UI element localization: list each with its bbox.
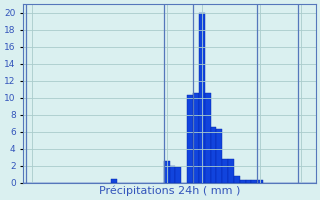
Bar <box>170 166 175 183</box>
Bar <box>240 180 246 183</box>
Bar <box>228 159 234 183</box>
Bar <box>175 167 181 183</box>
Bar <box>193 93 199 183</box>
Bar <box>257 180 263 183</box>
Bar <box>216 129 222 183</box>
Bar <box>211 127 216 183</box>
Bar <box>234 176 240 183</box>
Bar <box>222 159 228 183</box>
Bar <box>111 179 117 183</box>
Bar <box>252 180 257 183</box>
Bar <box>205 93 211 183</box>
Bar <box>187 95 193 183</box>
X-axis label: Précipitations 24h ( mm ): Précipitations 24h ( mm ) <box>99 185 240 196</box>
Bar <box>199 13 205 183</box>
Bar <box>246 180 252 183</box>
Bar <box>164 161 170 183</box>
